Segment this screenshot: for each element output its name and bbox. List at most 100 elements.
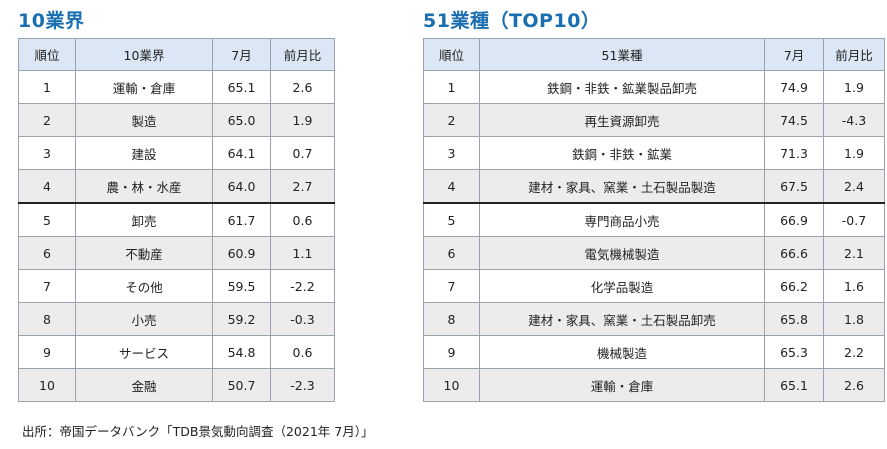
change-cell: 2.1 <box>823 236 885 270</box>
industry-cell: その他 <box>75 269 213 303</box>
change-cell: 2.4 <box>823 169 885 204</box>
table-row: 7 化学品製造 66.2 1.6 <box>423 269 885 303</box>
change-cell: 0.7 <box>270 136 335 170</box>
industry-cell: 建材・家具、窯業・土石製品卸売 <box>479 302 765 336</box>
month-value-cell: 64.1 <box>212 136 271 170</box>
month-header: 7月 <box>212 38 271 71</box>
rank-cell: 3 <box>423 136 480 170</box>
month-value-cell: 61.7 <box>212 202 271 237</box>
rank-cell: 8 <box>18 302 76 336</box>
rank-cell: 8 <box>423 302 480 336</box>
rank-cell: 1 <box>423 70 480 104</box>
month-value-cell: 60.9 <box>212 236 271 270</box>
month-value-cell: 65.1 <box>764 368 824 402</box>
change-cell: -4.3 <box>823 103 885 137</box>
rank-cell: 2 <box>18 103 76 137</box>
month-value-cell: 66.6 <box>764 236 824 270</box>
change-cell: 1.1 <box>270 236 335 270</box>
change-cell: -2.2 <box>270 269 335 303</box>
change-cell: 1.8 <box>823 302 885 336</box>
month-value-cell: 67.5 <box>764 169 824 204</box>
industry-header: 51業種 <box>479 38 765 71</box>
rank-cell: 6 <box>423 236 480 270</box>
rank-cell: 7 <box>18 269 76 303</box>
change-cell: 1.6 <box>823 269 885 303</box>
industry-cell: 建設 <box>75 136 213 170</box>
industry-cell: サービス <box>75 335 213 369</box>
table-row: 3 鉄鋼・非鉄・鉱業 71.3 1.9 <box>423 136 885 170</box>
rank-cell: 2 <box>423 103 480 137</box>
table-row: 4 農・林・水産 64.0 2.7 <box>18 169 335 204</box>
month-header: 7月 <box>764 38 824 71</box>
month-value-cell: 65.8 <box>764 302 824 336</box>
month-value-cell: 66.9 <box>764 202 824 237</box>
industry-cell: 建材・家具、窯業・土石製品製造 <box>479 169 765 204</box>
ten-industries-table: 順位 10業界 7月 前月比 1 運輸・倉庫 65.1 2.6 2 製造 65.0 1.9 3 建… <box>18 38 335 402</box>
table-row: 10 金融 50.7 -2.3 <box>18 368 335 402</box>
table-row: 2 製造 65.0 1.9 <box>18 103 335 137</box>
industry-header: 10業界 <box>75 38 213 71</box>
change-cell: 2.2 <box>823 335 885 369</box>
source-note: 出所：帝国データバンク「TDB景気動向調査（2021年 7月）」 <box>22 424 374 439</box>
table-row: 1 鉄鋼・非鉄・鉱業製品卸売 74.9 1.9 <box>423 70 885 104</box>
table-row: 8 小売 59.2 -0.3 <box>18 302 335 336</box>
rank-cell: 6 <box>18 236 76 270</box>
rank-cell: 7 <box>423 269 480 303</box>
change-cell: 2.7 <box>270 169 335 204</box>
month-value-cell: 74.9 <box>764 70 824 104</box>
rank-cell: 1 <box>18 70 76 104</box>
industry-cell: 農・林・水産 <box>75 169 213 204</box>
table-row: 6 不動産 60.9 1.1 <box>18 236 335 270</box>
industry-cell: 運輸・倉庫 <box>75 70 213 104</box>
month-value-cell: 59.2 <box>212 302 271 336</box>
table-row: 5 専門商品小売 66.9 -0.7 <box>423 202 885 237</box>
month-value-cell: 74.5 <box>764 103 824 137</box>
table-row: 7 その他 59.5 -2.2 <box>18 269 335 303</box>
rank-cell: 4 <box>18 169 76 204</box>
month-value-cell: 54.8 <box>212 335 271 369</box>
industry-cell: 金融 <box>75 368 213 402</box>
table-row: 1 運輸・倉庫 65.1 2.6 <box>18 70 335 104</box>
change-cell: -2.3 <box>270 368 335 402</box>
rank-cell: 9 <box>18 335 76 369</box>
change-cell: -0.7 <box>823 202 885 237</box>
industry-cell: 化学品製造 <box>479 269 765 303</box>
rank-header: 順位 <box>18 38 76 71</box>
month-value-cell: 64.0 <box>212 169 271 204</box>
industry-cell: 不動産 <box>75 236 213 270</box>
change-cell: -0.3 <box>270 302 335 336</box>
table-row: 4 建材・家具、窯業・土石製品製造 67.5 2.4 <box>423 169 885 204</box>
rank-cell: 9 <box>423 335 480 369</box>
rank-header: 順位 <box>423 38 480 71</box>
industry-cell: 機械製造 <box>479 335 765 369</box>
change-cell: 2.6 <box>823 368 885 402</box>
change-cell: 1.9 <box>270 103 335 137</box>
change-header: 前月比 <box>270 38 335 71</box>
change-cell: 1.9 <box>823 136 885 170</box>
month-value-cell: 59.5 <box>212 269 271 303</box>
month-value-cell: 50.7 <box>212 368 271 402</box>
change-cell: 0.6 <box>270 335 335 369</box>
table-row: 2 再生資源卸売 74.5 -4.3 <box>423 103 885 137</box>
rank-cell: 10 <box>18 368 76 402</box>
rank-cell: 10 <box>423 368 480 402</box>
industry-cell: 運輸・倉庫 <box>479 368 765 402</box>
table-row: 5 卸売 61.7 0.6 <box>18 202 335 237</box>
industry-cell: 小売 <box>75 302 213 336</box>
table-header-row: 順位 10業界 7月 前月比 <box>18 38 335 71</box>
industry-cell: 専門商品小売 <box>479 202 765 237</box>
month-value-cell: 66.2 <box>764 269 824 303</box>
table-row: 10 運輸・倉庫 65.1 2.6 <box>423 368 885 402</box>
month-value-cell: 65.0 <box>212 103 271 137</box>
industry-cell: 卸売 <box>75 202 213 237</box>
change-cell: 2.6 <box>270 70 335 104</box>
fifty-one-industries-title: 51業種（TOP10） <box>423 10 601 32</box>
month-value-cell: 65.1 <box>212 70 271 104</box>
industry-cell: 電気機械製造 <box>479 236 765 270</box>
table-row: 9 機械製造 65.3 2.2 <box>423 335 885 369</box>
table-header-row: 順位 51業種 7月 前月比 <box>423 38 885 71</box>
month-value-cell: 71.3 <box>764 136 824 170</box>
change-header: 前月比 <box>823 38 885 71</box>
change-cell: 1.9 <box>823 70 885 104</box>
table-row: 8 建材・家具、窯業・土石製品卸売 65.8 1.8 <box>423 302 885 336</box>
